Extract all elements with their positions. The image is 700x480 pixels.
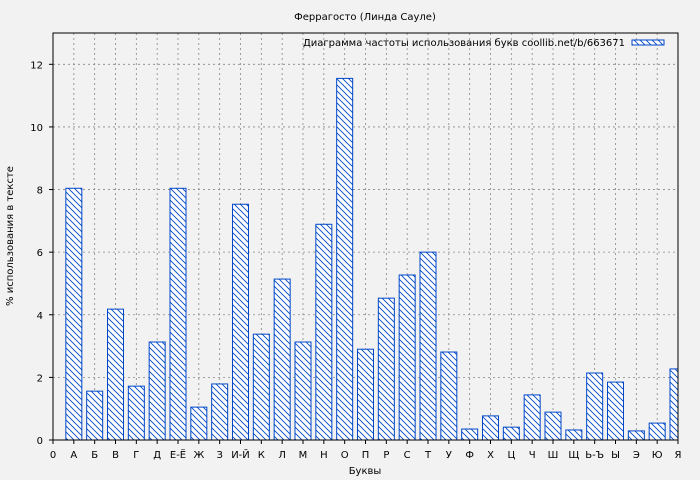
plot-border xyxy=(52,32,679,441)
bar-П xyxy=(357,348,374,441)
bar-К xyxy=(252,333,270,441)
x-tick-label: 0 xyxy=(50,450,56,461)
bar-Р xyxy=(377,297,395,441)
x-tick-label: Л xyxy=(278,450,286,461)
bar-Е-Ё xyxy=(169,187,187,441)
x-tick-label: В xyxy=(112,450,119,461)
x-axis-label: Буквы xyxy=(349,466,382,477)
x-tick-label: П xyxy=(362,450,370,461)
x-tick-label: З xyxy=(216,450,222,461)
x-tick-label: Я xyxy=(675,450,682,461)
x-tick-label: У xyxy=(446,450,452,461)
y-tick-label: 0 xyxy=(37,436,43,447)
bar-Х xyxy=(482,415,499,441)
bar-Ь-Ъ xyxy=(586,372,604,441)
y-axis-label: % использования в тексте xyxy=(5,166,16,306)
y-axis: 0 2 4 6 8 10 12 xyxy=(30,60,53,447)
y-tick-label: 4 xyxy=(37,311,43,322)
x-tick-label: Д xyxy=(153,450,161,461)
x-tick-label: Щ xyxy=(568,450,579,461)
x-tick-label: Р xyxy=(383,450,389,461)
x-tick-label: И-Й xyxy=(231,448,250,461)
x-tick-label: С xyxy=(404,450,411,461)
x-tick-label: Ы xyxy=(611,450,620,461)
bar-О xyxy=(336,77,354,441)
x-tick-label: Т xyxy=(424,450,432,461)
x-tick-label: Э xyxy=(633,450,640,461)
x-tick-label: Н xyxy=(320,450,328,461)
x-tick-label: Ф xyxy=(465,450,474,461)
bar-Л xyxy=(273,278,291,441)
x-tick-label: Г xyxy=(133,450,139,461)
chart-title: Феррагосто (Линда Сауле) xyxy=(294,12,436,23)
x-tick-label: К xyxy=(258,450,265,461)
y-tick-label: 12 xyxy=(30,60,43,71)
x-tick-label: Ш xyxy=(548,450,559,461)
bar-Ж xyxy=(190,406,208,441)
x-tick-label: Б xyxy=(91,450,98,461)
y-tick-label: 2 xyxy=(37,373,43,384)
bar-Ы xyxy=(607,381,624,441)
bar-В xyxy=(107,308,124,441)
x-axis: 0 А Б В Г Д Е-Ё Ж З И-Й К Л М Н О П Р С Т У Ф Х Ц Ч Ш Щ Ь-Ъ Ы Э Ю Я xyxy=(50,440,682,461)
x-tick-label: М xyxy=(299,450,308,461)
bar-Ф xyxy=(461,428,479,441)
bar-М xyxy=(294,341,312,441)
y-tick-label: 6 xyxy=(37,248,43,259)
x-tick-label: О xyxy=(341,450,349,461)
bar-И-Й xyxy=(232,203,249,441)
y-tick-label: 8 xyxy=(37,186,43,197)
x-tick-label: Ц xyxy=(507,450,515,461)
x-tick-label: Ь-Ъ xyxy=(585,450,604,461)
bar-Э xyxy=(627,430,645,441)
bar-У xyxy=(440,351,458,441)
bar-Ц xyxy=(502,426,520,441)
legend-swatch xyxy=(631,39,665,46)
x-tick-label: А xyxy=(70,450,77,461)
y-tick-label: 10 xyxy=(30,123,43,134)
bar-С xyxy=(398,274,416,441)
bar-Т xyxy=(419,251,437,441)
bar-Б xyxy=(86,390,104,441)
x-tick-label: Е-Ё xyxy=(170,448,186,461)
x-tick-label: Х xyxy=(487,450,494,461)
bar-А xyxy=(65,187,83,441)
bar-З xyxy=(211,383,229,441)
bar-Я xyxy=(669,368,679,441)
x-tick-label: Ю xyxy=(652,450,663,461)
x-tick-label: Ж xyxy=(193,450,204,461)
bar-Ш xyxy=(544,411,562,441)
bars xyxy=(65,77,679,441)
x-tick-label: Ч xyxy=(529,450,536,461)
bar-Д xyxy=(148,341,166,441)
bar-Н xyxy=(315,223,333,441)
bar-Ч xyxy=(523,394,541,441)
bar-Щ xyxy=(565,429,583,441)
legend: Диаграмма частоты использования букв coo… xyxy=(303,38,665,49)
legend-label: Диаграмма частоты использования букв coo… xyxy=(303,38,625,49)
bar-Ю xyxy=(648,422,666,441)
bar-Г xyxy=(127,385,145,441)
